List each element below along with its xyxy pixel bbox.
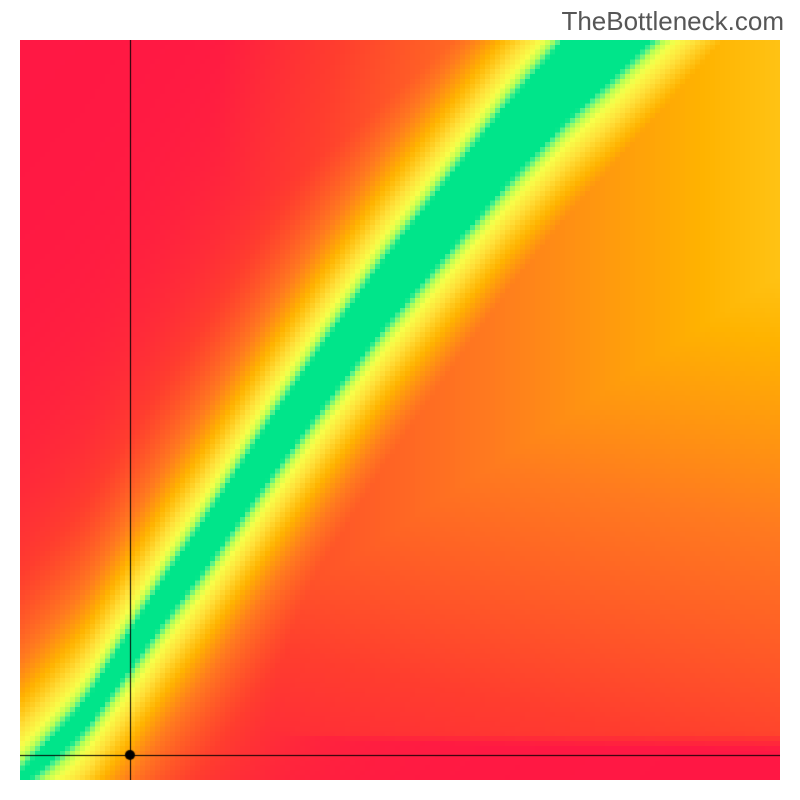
bottleneck-heatmap	[20, 40, 780, 780]
chart-container: TheBottleneck.com	[0, 0, 800, 800]
source-watermark: TheBottleneck.com	[561, 6, 784, 37]
